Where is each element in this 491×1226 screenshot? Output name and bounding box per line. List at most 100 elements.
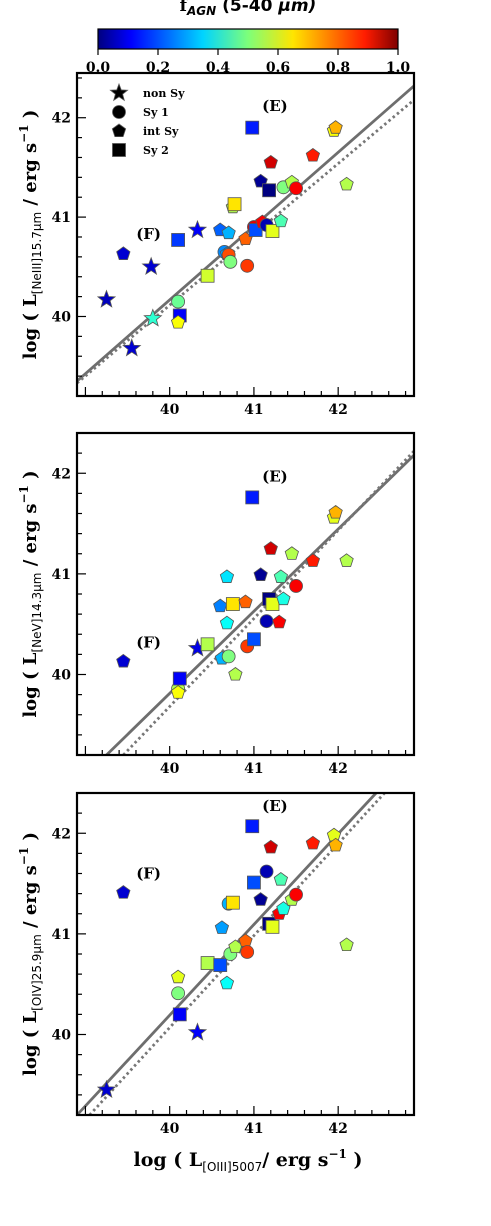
colorbar-title-range: (5-40 (216, 0, 278, 16)
data-point-square (171, 233, 186, 247)
data-point-pentagon (339, 553, 354, 567)
data-point-square (265, 919, 280, 934)
colorbar-title-sub: AGN (186, 4, 216, 18)
y-axis-label-part: log ( L (20, 1011, 41, 1076)
y-axis-label-part: ) (20, 470, 41, 485)
data-point-circle (259, 864, 274, 879)
y-axis-label-part: −1 (17, 124, 31, 142)
x-axis-label-mid: / erg s (262, 1149, 328, 1171)
y-tick-label: 40 (52, 309, 72, 325)
x-axis-label: log ( L[OIII]5007/ erg s−1 ) (134, 1147, 363, 1174)
data-point-square (245, 819, 260, 834)
y-axis-label-part: log ( L (20, 294, 41, 359)
data-point-pentagon (284, 546, 299, 560)
data-point-pentagon (116, 885, 131, 899)
y-axis-label: log ( L[NeV]14.3μm / erg s−1 ) (17, 470, 44, 717)
data-point-square (247, 632, 261, 647)
y-axis-label-part: −1 (17, 847, 31, 865)
plot-frame (75, 431, 416, 757)
legend-marker-square (112, 143, 126, 157)
annotation-label: (F) (136, 633, 161, 651)
data-point-square (200, 637, 215, 652)
legend-label: non Sy (143, 87, 185, 100)
panel-oiv: (E) (F) 40 41 42 40 41 42 log ( L[OIV]25.9μm / e… (17, 791, 416, 1137)
y-axis-label-part: −1 (17, 485, 31, 503)
legend-marker-pentagon (111, 123, 127, 138)
x-tick-label: 40 (160, 761, 180, 777)
data-point-square (200, 268, 215, 283)
data-point-pentagon (339, 176, 354, 191)
data-point-circle (223, 254, 238, 269)
y-axis-label: log ( L[OIV]25.9μm / erg s−1 ) (17, 832, 44, 1076)
data-points (96, 120, 354, 357)
data-point-pentagon (170, 685, 186, 699)
x-tick-label: 41 (244, 402, 263, 418)
y-axis-label-part: [NeIII]15.7μm (30, 212, 44, 294)
data-point-square (262, 183, 276, 198)
legend-marker-circle (112, 105, 126, 119)
data-point-star (187, 1022, 208, 1041)
x-tick-label: 42 (328, 1121, 347, 1137)
x-axis-label-suffix: ) (347, 1149, 363, 1171)
data-point-square (225, 895, 240, 910)
data-point-square (172, 1007, 187, 1022)
panel-neiii: (E) (F) 40 41 42 40 41 42 log ( L[NeIII]15.7μm /… (17, 71, 416, 418)
data-point-circle (289, 579, 303, 593)
data-point-square (213, 958, 228, 972)
annotation-label: (F) (136, 225, 161, 243)
data-point-pentagon (273, 213, 289, 228)
annotation-label: (E) (262, 97, 288, 115)
legend: non Sy Sy 1 int Sy Sy 2 (109, 82, 185, 157)
data-point-pentagon (305, 553, 321, 567)
y-tick-label: 42 (52, 466, 71, 482)
y-tick-label: 41 (52, 567, 71, 583)
data-point-star (143, 308, 163, 327)
data-point-circle (259, 614, 274, 629)
y-tick-label: 42 (52, 826, 71, 842)
data-point-pentagon (339, 937, 354, 952)
data-point-pentagon (253, 892, 268, 906)
data-point-pentagon (170, 314, 186, 329)
legend-label: Sy 1 (143, 106, 169, 119)
legend-label: int Sy (143, 125, 179, 138)
annotation-label: (E) (262, 467, 288, 485)
x-tick-label: 41 (244, 761, 263, 777)
data-point-pentagon (221, 225, 236, 240)
data-point-pentagon (116, 246, 131, 260)
data-point-square (227, 197, 242, 212)
y-axis-label-part: [OIV]25.9μm (30, 934, 44, 1011)
data-point-circle (240, 945, 255, 959)
y-axis-label-part: [NeV]14.3μm (30, 573, 44, 653)
data-point-pentagon (238, 594, 253, 609)
data-point-pentagon (326, 827, 342, 842)
data-point-pentagon (328, 837, 343, 852)
x-axis-label-sup: −1 (328, 1147, 346, 1161)
data-point-circle (171, 294, 186, 309)
data-point-pentagon (273, 872, 289, 886)
data-point-pentagon (219, 569, 235, 583)
data-point-pentagon (276, 901, 291, 915)
y-tick-label: 42 (52, 111, 71, 127)
x-axis-label-sub: [OIII]5007 (202, 1160, 262, 1174)
y-tick-label: 40 (52, 668, 72, 684)
x-tick-label: 40 (160, 402, 180, 418)
annotation-label: (E) (262, 797, 288, 815)
data-point-square (245, 120, 260, 135)
annotation-label: (F) (136, 865, 161, 883)
y-axis-label-part: / erg s (20, 865, 41, 934)
data-point-star (187, 219, 208, 239)
panel-nev: (E) (F) 40 41 42 40 41 42 log ( L[NeV]14.3μm / e… (17, 431, 416, 777)
data-point-circle (289, 181, 303, 196)
data-point-star (96, 289, 117, 308)
data-point-pentagon (273, 569, 289, 583)
y-axis-label-part: ) (20, 110, 41, 125)
y-tick-label: 40 (52, 1028, 72, 1044)
data-point-pentagon (116, 653, 131, 668)
data-point-circle (221, 649, 236, 664)
data-point-circle (171, 986, 186, 1001)
data-point-square (265, 597, 280, 611)
data-point-square (200, 956, 215, 970)
legend-label: Sy 2 (143, 144, 169, 157)
legend-marker-star (109, 82, 129, 102)
